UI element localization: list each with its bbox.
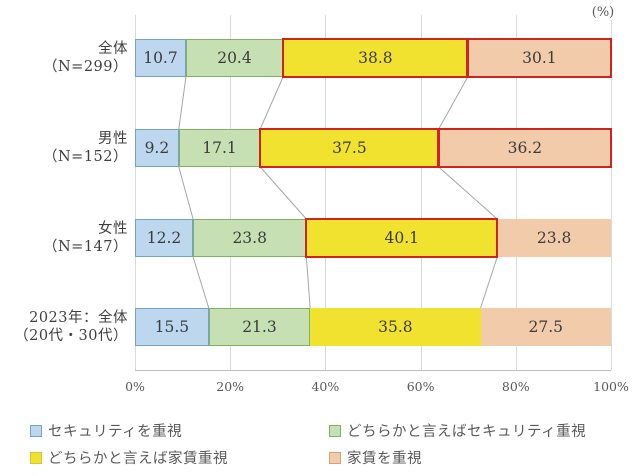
x-tick-label: 40%	[311, 379, 340, 394]
legend-label: 家賃を重視	[347, 451, 422, 467]
category-label: 男性 （N=152）	[0, 130, 128, 166]
connector-line	[259, 76, 284, 130]
legend-color-swatch	[329, 451, 341, 464]
bar-value-label: 30.1	[522, 49, 557, 67]
bar-segment: 36.2	[438, 129, 611, 167]
bar-segment: 21.3	[208, 308, 311, 346]
bar-value-label: 9.2	[144, 139, 170, 157]
x-axis-line	[135, 370, 611, 371]
bar-segment: 17.1	[178, 129, 261, 167]
bar-value-label: 37.5	[332, 139, 367, 157]
connector-line	[178, 76, 187, 130]
legend-item: 家賃を重視	[329, 447, 422, 468]
bar-segment: 37.5	[260, 129, 439, 167]
category-label-line: 男性	[98, 131, 128, 147]
bar-value-label: 36.2	[507, 139, 543, 157]
legend-color-swatch	[30, 451, 42, 464]
gridline	[135, 15, 136, 370]
legend-item: どちらかと言えばセキュリティ重視	[329, 420, 586, 441]
bar-value-label: 27.5	[528, 318, 564, 336]
connector-line	[178, 166, 194, 220]
category-label-line: （N=152）	[42, 149, 128, 165]
category-label-line: 2023年：全体	[29, 310, 128, 326]
bar-segment: 27.5	[480, 308, 611, 346]
bar-segment: 9.2	[135, 129, 179, 167]
category-label-line: （N=147）	[42, 239, 128, 255]
bar-segment: 23.8	[193, 219, 307, 257]
connector-line	[438, 76, 469, 130]
bar-value-label: 38.8	[358, 49, 393, 67]
legend-color-swatch	[30, 424, 42, 437]
x-tick-label: 60%	[406, 379, 435, 394]
connector-line	[305, 256, 311, 309]
x-tick-label: 80%	[501, 379, 530, 394]
category-label-line: （20代・30代）	[14, 328, 128, 344]
category-label-line: 全体	[98, 41, 128, 57]
bar-segment: 15.5	[135, 308, 209, 346]
bar-segment: 23.8	[497, 219, 611, 257]
bar-value-label: 21.3	[242, 318, 277, 336]
connector-line	[259, 166, 307, 220]
unit-label: (%)	[580, 5, 626, 20]
category-label: 女性 （N=147）	[0, 220, 128, 256]
category-label: 全体 （N=299）	[0, 40, 128, 76]
bar-value-label: 10.7	[143, 49, 178, 67]
legend-label: どちらかと言えば家賃重視	[48, 451, 228, 467]
bar-value-label: 15.5	[154, 318, 190, 336]
category-label: 2023年：全体 （20代・30代）	[0, 309, 128, 345]
bar-value-label: 23.8	[232, 229, 267, 247]
bar-segment: 20.4	[185, 39, 284, 77]
bar-value-label: 35.8	[378, 318, 413, 336]
x-tick-label: 20%	[216, 379, 245, 394]
connector-line	[192, 256, 210, 309]
bar-value-label: 20.4	[217, 49, 252, 67]
gridline	[420, 15, 422, 370]
bar-segment: 38.8	[283, 39, 468, 77]
bar-value-label: 40.1	[384, 229, 420, 247]
bar-value-label: 12.2	[146, 229, 182, 247]
connector-line	[438, 166, 498, 220]
legend-item: どちらかと言えば家賃重視	[30, 447, 228, 468]
bar-segment: 40.1	[306, 219, 498, 257]
bar-value-label: 23.8	[536, 229, 572, 247]
bar-segment: 35.8	[310, 308, 481, 346]
x-tick-label: 0%	[125, 379, 145, 394]
x-tick-label: 100%	[593, 379, 629, 394]
category-label-line: 女性	[98, 221, 128, 237]
bar-segment: 10.7	[135, 39, 186, 77]
gridline	[515, 15, 517, 370]
legend-label: セキュリティを重視	[48, 424, 183, 440]
legend-color-swatch	[329, 424, 341, 437]
connector-line	[480, 256, 498, 309]
legend-item: セキュリティを重視	[30, 420, 182, 441]
gridline	[230, 15, 232, 370]
gridline	[611, 15, 612, 370]
bar-segment: 30.1	[467, 39, 611, 77]
bar-value-label: 17.1	[202, 139, 237, 157]
legend-label: どちらかと言えばセキュリティ重視	[347, 424, 587, 440]
bar-segment: 12.2	[135, 219, 194, 257]
category-label-line: （N=299）	[42, 59, 128, 75]
gridline	[325, 15, 327, 370]
